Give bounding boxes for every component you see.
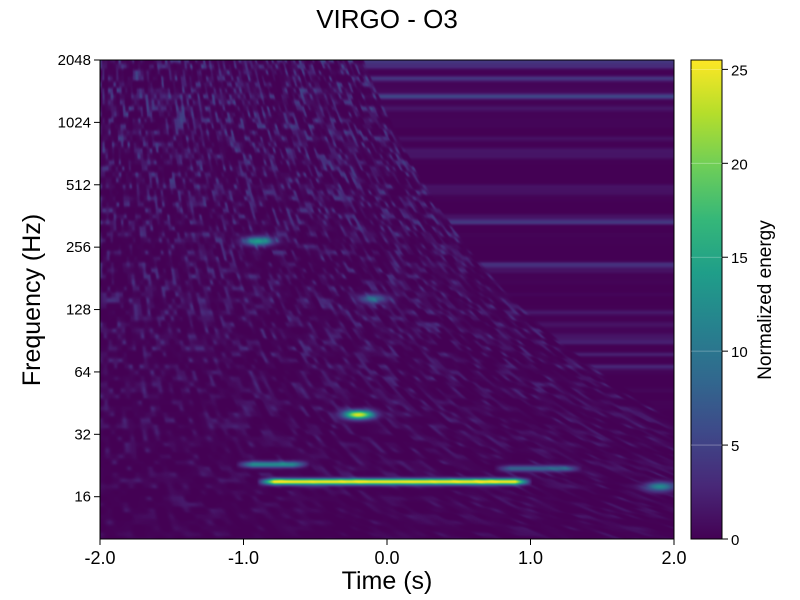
x-tick-label: 0.0: [374, 548, 399, 568]
colorbar-tick-label: 15: [731, 250, 748, 267]
y-tick-label: 2048: [58, 52, 91, 69]
y-tick-label: 1024: [58, 114, 91, 131]
x-axis-label: Time (s): [342, 567, 433, 595]
x-tick-label: -1.0: [228, 548, 259, 568]
colorbar-tick-label: 10: [731, 344, 748, 361]
x-tick-label: -2.0: [84, 548, 115, 568]
colorbar-tick-label: 25: [731, 62, 748, 79]
plot-area: [100, 60, 674, 539]
colorbar-tick-label: 20: [731, 156, 748, 173]
colorbar-tick-label: 5: [731, 438, 739, 455]
y-tick-label: 256: [66, 239, 91, 256]
chart-title: VIRGO - O3: [316, 4, 458, 34]
colorbar-tick-label: 0: [731, 532, 739, 549]
y-tick-label: 16: [74, 489, 91, 506]
colorbar: 0 5 10 15 20 25 Normalized energy: [690, 59, 776, 549]
colorbar-ticks: 0 5 10 15 20 25: [691, 62, 748, 549]
x-tick-label: 2.0: [661, 548, 686, 568]
y-axis-label: Frequency (Hz): [18, 214, 46, 386]
x-tick-label: 1.0: [518, 548, 543, 568]
y-axis-ticks: 16 32 64 128 256 512 1024 2048: [58, 52, 100, 506]
y-tick-label: 32: [74, 426, 91, 443]
x-axis-ticks: -2.0 -1.0 0.0 1.0 2.0: [84, 539, 687, 568]
y-tick-label: 128: [66, 302, 91, 319]
colorbar-fill: [690, 59, 723, 540]
heatmap-raster: [100, 60, 674, 539]
y-tick-label: 512: [66, 177, 91, 194]
y-tick-label: 64: [74, 364, 91, 381]
colorbar-label: Normalized energy: [755, 220, 776, 380]
